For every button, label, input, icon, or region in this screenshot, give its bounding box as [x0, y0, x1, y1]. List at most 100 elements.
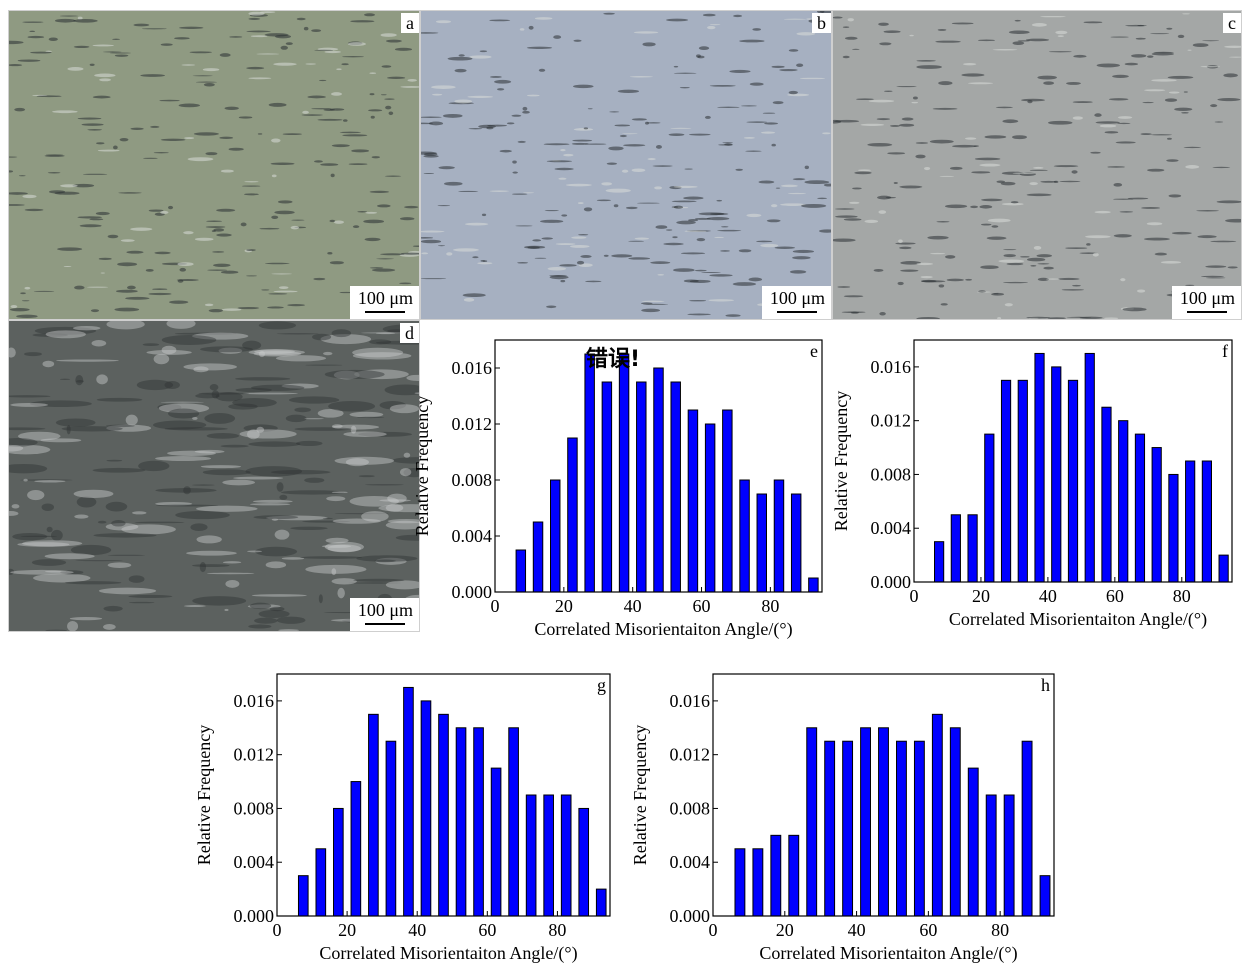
grain-streak	[453, 248, 479, 252]
grain-streak	[120, 239, 135, 242]
grain-streak	[276, 482, 284, 492]
histogram-bar	[1118, 420, 1129, 583]
grain-streak	[788, 49, 799, 52]
histogram-bar	[756, 493, 767, 593]
grain-streak	[404, 205, 419, 209]
grain-streak	[331, 568, 337, 576]
grain-streak	[34, 479, 66, 483]
grain-streak	[314, 49, 334, 51]
grain-streak	[746, 121, 768, 123]
grain-streak	[916, 65, 943, 69]
grain-streak	[1150, 33, 1170, 35]
x-tick-label: 40	[408, 920, 426, 940]
grain-streak	[628, 240, 645, 242]
grain-streak	[363, 219, 385, 224]
grain-streak	[98, 257, 112, 260]
grain-streak	[1071, 170, 1078, 174]
grain-streak	[224, 106, 239, 111]
grain-streak	[979, 205, 993, 209]
grain-streak	[547, 266, 567, 271]
grain-streak	[9, 307, 30, 312]
y-tick-label: 0.012	[234, 745, 275, 765]
grain-streak	[169, 300, 189, 304]
grain-streak	[511, 114, 522, 117]
grain-streak	[96, 374, 108, 385]
grain-streak	[23, 478, 28, 482]
grain-streak	[641, 308, 661, 313]
grain-streak	[57, 247, 83, 251]
grain-streak	[211, 390, 220, 399]
grain-streak	[572, 139, 593, 142]
grain-streak	[979, 163, 1001, 167]
grain-streak	[860, 123, 885, 127]
grain-streak	[365, 211, 378, 214]
grain-streak	[349, 411, 384, 418]
grain-streak	[155, 456, 212, 462]
grain-streak	[1117, 116, 1133, 119]
grain-streak	[294, 407, 311, 413]
y-tick-label: 0.004	[670, 852, 711, 872]
grain-streak	[517, 262, 529, 264]
grain-streak	[9, 463, 48, 474]
grain-streak	[212, 251, 225, 253]
grain-streak	[640, 302, 653, 305]
grain-streak	[325, 537, 349, 544]
grain-streak	[584, 143, 607, 145]
grain-streak	[1151, 52, 1174, 56]
grain-streak	[938, 81, 953, 86]
grain-streak	[657, 274, 665, 276]
x-tick-label: 80	[1173, 586, 1191, 606]
histogram-bar	[543, 794, 554, 917]
histogram-bar	[1151, 447, 1162, 583]
histogram-bar	[985, 794, 997, 917]
grain-streak	[22, 540, 83, 547]
grain-streak	[467, 95, 493, 98]
grain-streak	[1002, 119, 1019, 124]
grain-streak	[183, 486, 191, 495]
grain-streak	[883, 90, 893, 92]
grain-streak	[194, 237, 214, 241]
x-tick-label: 20	[338, 920, 356, 940]
grain-streak	[1142, 101, 1154, 104]
grain-streak	[250, 35, 268, 38]
histogram-bar	[1101, 406, 1112, 583]
grain-streak	[220, 270, 239, 274]
grain-streak	[637, 202, 660, 204]
grain-streak	[392, 457, 419, 464]
grain-streak	[9, 40, 24, 45]
histogram-bar	[567, 437, 578, 593]
histogram-bar	[601, 381, 613, 593]
histogram-bar	[949, 727, 961, 917]
histogram-bar	[297, 875, 309, 917]
grain-streak	[479, 50, 488, 53]
grain-streak	[559, 264, 577, 267]
grain-streak	[127, 285, 136, 290]
grain-streak	[103, 605, 123, 612]
grain-streak	[248, 441, 301, 447]
grain-streak	[387, 493, 407, 504]
grain-streak	[696, 238, 706, 242]
grain-streak	[399, 282, 412, 285]
grain-streak	[93, 533, 157, 538]
grain-streak	[168, 408, 200, 419]
grain-streak	[762, 112, 776, 114]
histogram-bar	[438, 713, 449, 917]
histogram-bar	[808, 577, 819, 593]
grain-streak	[472, 256, 479, 259]
grain-streak	[563, 153, 574, 157]
grain-streak	[1017, 40, 1031, 42]
grain-streak	[716, 199, 723, 202]
grain-streak	[154, 251, 171, 255]
grain-streak	[963, 63, 977, 66]
grain-streak	[663, 242, 684, 246]
grain-streak	[897, 281, 904, 286]
grain-streak	[1043, 81, 1055, 85]
y-axis-label: Relative Frequency	[630, 725, 650, 865]
grain-streak	[10, 569, 74, 575]
grain-streak	[673, 185, 698, 188]
grain-streak	[67, 621, 79, 631]
grain-streak	[1012, 135, 1028, 140]
grain-streak	[206, 572, 255, 575]
grain-streak	[571, 236, 587, 239]
grain-streak	[995, 106, 1013, 109]
